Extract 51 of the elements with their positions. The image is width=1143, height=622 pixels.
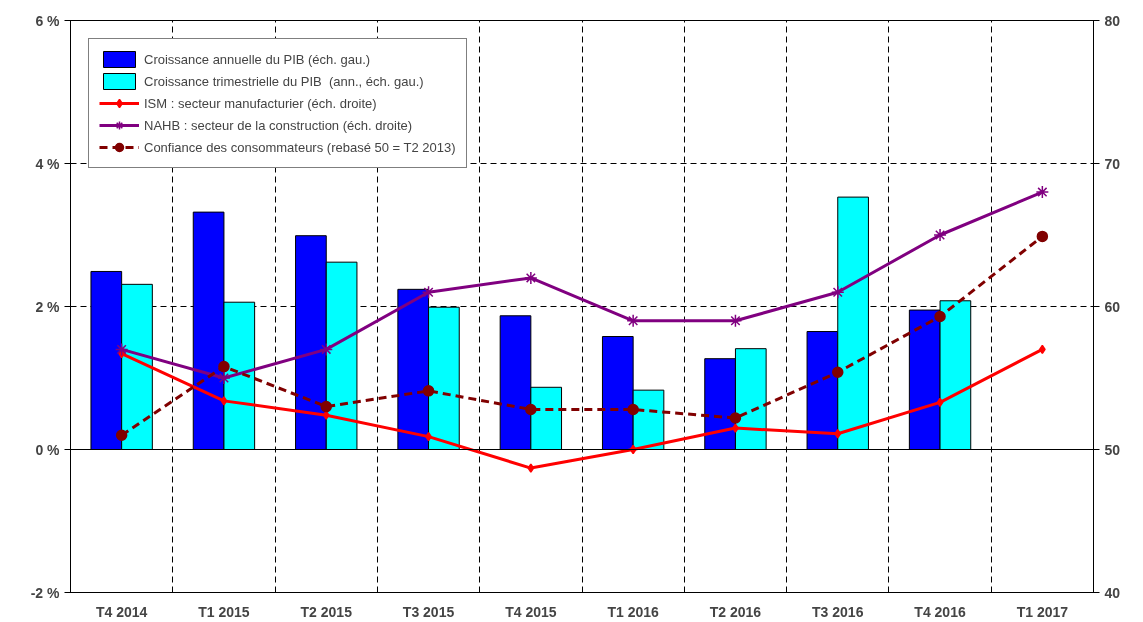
point — [834, 429, 842, 439]
x-tick-label: T3 2016 — [812, 603, 864, 620]
point — [524, 271, 538, 285]
point — [1038, 344, 1046, 355]
y-tick-label: 2 % — [35, 298, 61, 315]
point — [729, 412, 742, 424]
point — [421, 285, 436, 299]
x-tick-label: T4 2015 — [505, 603, 557, 620]
legend-label: NAHB : secteur de la construction (éch. droite) — [144, 117, 413, 133]
point — [933, 228, 947, 242]
x-tick-label: T1 2017 — [1016, 603, 1069, 620]
point — [220, 396, 228, 406]
point — [115, 429, 128, 441]
x-tick-label: T4 2016 — [914, 603, 966, 620]
point — [934, 310, 946, 323]
point — [114, 342, 129, 357]
point — [217, 371, 231, 385]
x-tick-label: T4 2014 — [95, 603, 148, 620]
point — [732, 423, 739, 433]
point — [627, 403, 639, 416]
x-tick-label: T1 2016 — [607, 603, 660, 620]
y-tick-label: 6 % — [35, 12, 61, 29]
y2-tick-label: 70 — [1104, 155, 1121, 172]
legend-label: Croissance annuelle du PIB (éch. gau.) — [144, 51, 371, 67]
point — [1035, 185, 1050, 199]
y2-tick-label: 50 — [1104, 441, 1121, 458]
legend-label: Croissance trimestrielle du PIB (ann., éch. gau.) — [144, 73, 424, 89]
y-tick-label: 0 % — [35, 441, 61, 458]
y2-tick-label: 40 — [1104, 584, 1121, 601]
y-tick-label: -2 % — [30, 584, 61, 601]
point — [525, 403, 537, 416]
point — [422, 385, 435, 397]
x-tick-label: T2 2015 — [300, 603, 353, 620]
point — [831, 285, 845, 299]
x-tick-label: T2 2016 — [709, 603, 762, 620]
legend-label: Confiance des consommateurs (rebasé 50 = T2 2013) — [144, 139, 456, 155]
x-tick-label: T3 2015 — [402, 603, 455, 620]
legend-label: ISM : secteur manufacturier (éch. droite) — [144, 95, 377, 111]
point — [320, 400, 332, 413]
point — [936, 397, 944, 408]
y-tick-label: 4 % — [35, 155, 61, 172]
x-tick-label: T1 2015 — [198, 603, 250, 620]
y2-tick-label: 60 — [1104, 298, 1121, 315]
point — [832, 366, 844, 379]
point — [626, 314, 640, 328]
point — [1036, 230, 1049, 243]
point — [527, 463, 535, 473]
y2-tick-label: 80 — [1104, 12, 1121, 29]
point — [218, 360, 230, 373]
point — [728, 314, 743, 328]
point — [319, 342, 333, 357]
